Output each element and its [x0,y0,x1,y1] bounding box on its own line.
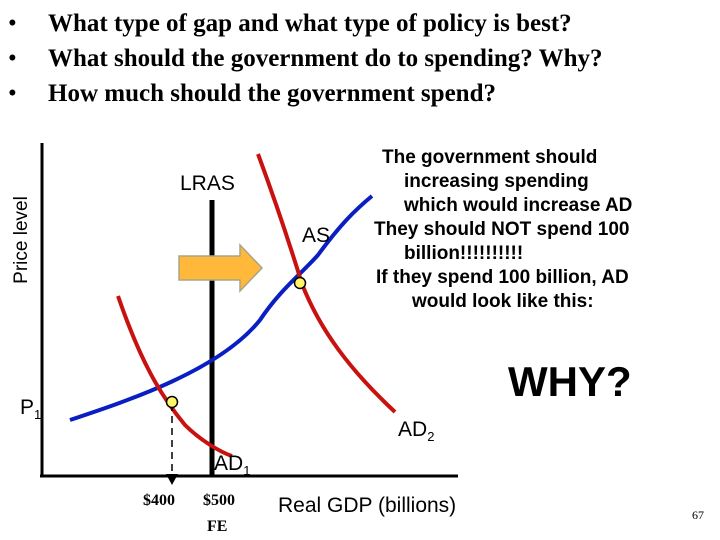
ad1-label: AD1 [214,452,250,478]
increase-arrow [178,243,264,293]
question-text: What type of gap and what type of policy… [48,10,572,37]
question-item: • What type of gap and what type of polic… [8,6,603,41]
note-line: would look like this: [412,291,594,312]
ad1-label-sub: 1 [243,463,251,479]
note-line: The government should [382,147,598,168]
as-curve [69,194,374,422]
x-axis-label: Real GDP (billions) [278,494,457,517]
ad1-label-text: AD [214,452,244,475]
lras-label: LRAS [180,172,235,195]
x-tick-fe: FE [207,518,228,535]
question-text: How much should the government spend? [48,80,496,107]
note-line: which would increase AD [404,195,633,216]
ad2-label: AD2 [398,418,434,444]
equilibrium-point-1 [165,395,179,409]
bullet-dot: • [8,45,17,72]
question-item: • What should the government do to spendi… [8,41,603,76]
x-tick-500: $500 [203,492,235,509]
ad2-label-sub: 2 [427,429,435,445]
note-line: increasing spending [404,171,589,192]
question-item: • How much should the government spend? [8,76,603,111]
page-number: 67 [692,508,704,522]
note-line: They should NOT spend 100 [374,219,630,240]
question-list: • What type of gap and what type of polic… [8,6,603,111]
as-label: AS [302,224,331,247]
bullet-dot: • [8,80,17,107]
ad2-label-text: AD [398,418,428,441]
explanation-note: The government should increasing spendin… [370,146,710,314]
why-heading: WHY? [508,358,632,405]
ad1-curve [116,295,233,458]
bullet-dot: • [8,10,17,37]
note-line: If they spend 100 billion, AD [376,267,629,288]
question-text: What should the government do to spendin… [48,45,603,72]
p-label-sub: 1 [34,407,42,423]
equilibrium-point-2 [293,276,307,290]
p1-label: P1 [20,396,41,422]
p-label-text: P [20,396,35,419]
note-line: billion!!!!!!!!!! [404,243,524,264]
y-axis-label: Price level [11,196,32,284]
drop-arrowhead [166,474,178,485]
x-tick-400: $400 [143,492,175,509]
